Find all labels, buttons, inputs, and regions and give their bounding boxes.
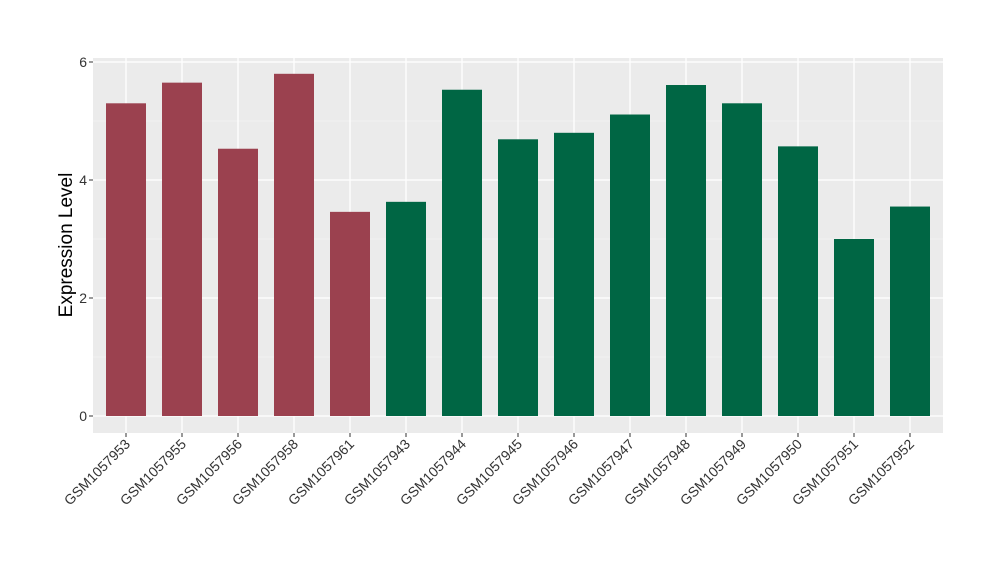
bar-GSM1057956 <box>218 148 258 417</box>
bars <box>106 73 930 417</box>
y-tick-label: 0 <box>79 408 87 424</box>
bar-GSM1057961 <box>330 211 370 416</box>
y-tick-label: 6 <box>79 54 87 70</box>
bar-GSM1057946 <box>554 132 594 417</box>
bar-GSM1057945 <box>498 139 538 417</box>
bar-GSM1057950 <box>778 146 818 416</box>
bar-GSM1057958 <box>274 73 314 417</box>
y-tick-label: 2 <box>79 290 87 306</box>
bar-GSM1057951 <box>834 239 874 416</box>
bar-GSM1057944 <box>442 89 482 416</box>
bar-GSM1057948 <box>666 85 706 416</box>
bar-GSM1057947 <box>610 114 650 416</box>
y-axis-title: Expression Level <box>56 173 77 318</box>
x-axis: GSM1057953GSM1057955GSM1057956GSM1057958… <box>61 433 917 508</box>
bar-GSM1057943 <box>386 201 426 416</box>
y-tick-label: 4 <box>79 172 87 188</box>
bar-GSM1057953 <box>106 103 146 417</box>
bar-GSM1057952 <box>890 206 930 416</box>
bar-GSM1057949 <box>722 103 762 417</box>
y-axis: 0 2 4 6 <box>79 54 93 424</box>
bar-GSM1057955 <box>162 82 202 417</box>
